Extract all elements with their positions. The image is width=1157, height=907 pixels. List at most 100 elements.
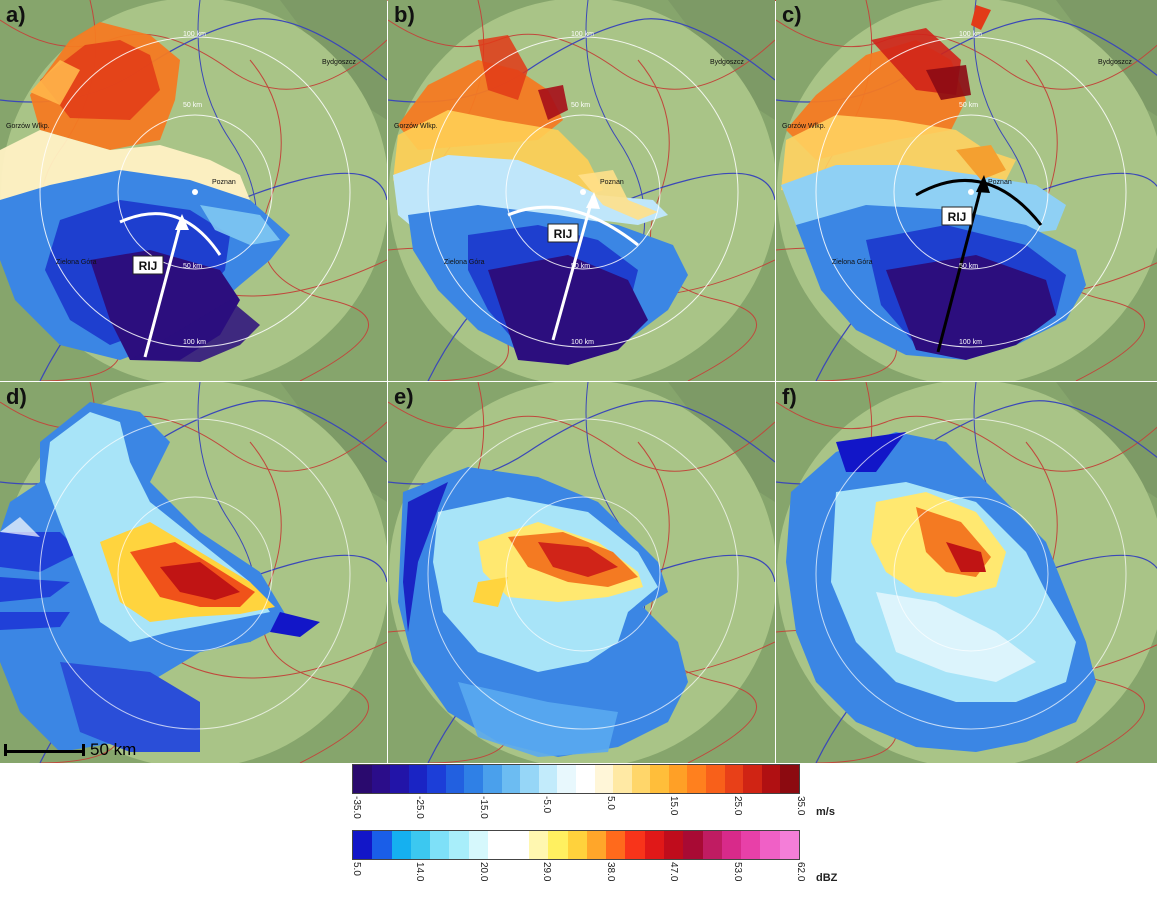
velocity-unit: m/s bbox=[816, 806, 835, 818]
panel-f-echo bbox=[786, 432, 1096, 752]
reflectivity-swatch bbox=[391, 831, 411, 859]
reflectivity-swatch bbox=[468, 831, 488, 859]
velocity-swatch bbox=[390, 765, 409, 793]
reflectivity-unit: dBZ bbox=[816, 872, 838, 884]
panel-e-label: e) bbox=[394, 384, 414, 409]
reflectivity-swatch bbox=[430, 831, 450, 859]
reflectivity-colorbar bbox=[352, 830, 800, 860]
panel-a-city-gorzow: Gorzów Wlkp. bbox=[6, 123, 50, 130]
reflectivity-tick-label: 47.0 bbox=[668, 862, 680, 882]
panel-b-rij-arrow: RIJ bbox=[507, 192, 639, 341]
panel-a-ring-50-bottom: 50 km bbox=[183, 263, 202, 270]
velocity-tick-label: -25.0 bbox=[414, 796, 426, 819]
panel-c-ring-50-bottom: 50 km bbox=[959, 263, 978, 270]
reflectivity-tick-label: 20.0 bbox=[477, 862, 489, 882]
panel-a-map: RIJ Bydgoszcz Gorzów Wlkp. Poznan Zielon… bbox=[0, 0, 387, 381]
panel-a-ring-100-top: 100 km bbox=[183, 31, 206, 38]
velocity-swatch bbox=[705, 765, 725, 793]
radar-panel-grid: RIJ Bydgoszcz Gorzów Wlkp. Poznan Zielon… bbox=[0, 0, 1157, 763]
panel-e-echo bbox=[398, 467, 688, 757]
panel-c-city-zielona: Zielona Góra bbox=[832, 259, 873, 266]
panel-b-ring-50-top: 50 km bbox=[571, 102, 590, 109]
panel-c-ring-100-bottom: 100 km bbox=[959, 339, 982, 346]
velocity-swatch bbox=[761, 765, 781, 793]
panel-b-city-bydgoszcz: Bydgoszcz bbox=[710, 59, 744, 66]
reflectivity-swatch bbox=[509, 831, 530, 859]
velocity-swatch bbox=[427, 765, 446, 793]
scale-bar-right-tick bbox=[82, 744, 85, 756]
velocity-swatch bbox=[371, 765, 391, 793]
panel-c-map: RIJ Bydgoszcz Gorzów Wlkp. Poznan Zielon… bbox=[776, 0, 1157, 381]
panel-d-map bbox=[0, 382, 387, 763]
velocity-swatch bbox=[538, 765, 558, 793]
panel-a-city-bydgoszcz: Bydgoszcz bbox=[322, 59, 356, 66]
reflectivity-tick-label: 5.0 bbox=[351, 862, 362, 876]
velocity-swatch bbox=[557, 765, 576, 793]
reflectivity-swatch bbox=[567, 831, 587, 859]
panel-c-city-gorzow: Gorzów Wlkp. bbox=[782, 123, 826, 130]
panel-b-ring-50-bottom: 50 km bbox=[571, 263, 590, 270]
scale-bar-line bbox=[4, 750, 84, 753]
reflectivity-swatch bbox=[372, 831, 392, 859]
velocity-swatch bbox=[594, 765, 614, 793]
panel-a-ring-50-top: 50 km bbox=[183, 102, 202, 109]
velocity-tick-label: 5.0 bbox=[604, 796, 616, 810]
panel-a-city-zielona: Zielona Góra bbox=[56, 259, 97, 266]
panel-c-label: c) bbox=[782, 2, 802, 27]
reflectivity-swatch bbox=[644, 831, 664, 859]
reflectivity-swatch bbox=[663, 831, 684, 859]
reflectivity-tick-label: 14.0 bbox=[414, 862, 426, 882]
velocity-swatch bbox=[483, 765, 502, 793]
velocity-swatch bbox=[613, 765, 632, 793]
reflectivity-swatch bbox=[449, 831, 469, 859]
reflectivity-swatch bbox=[586, 831, 607, 859]
reflectivity-tick-label: 38.0 bbox=[604, 862, 616, 882]
panel-f-map bbox=[776, 382, 1157, 763]
velocity-tick-label: 35.0 bbox=[795, 796, 806, 816]
reflectivity-swatch bbox=[760, 831, 780, 859]
velocity-tick-label: 25.0 bbox=[731, 796, 743, 816]
scale-bar-label: 50 km bbox=[90, 740, 137, 759]
reflectivity-swatch bbox=[410, 831, 431, 859]
panel-a: RIJ Bydgoszcz Gorzów Wlkp. Poznan Zielon… bbox=[0, 0, 387, 381]
reflectivity-ticks: 5.0 14.0 20.0 29.0 38.0 47.0 53.0 62.0 bbox=[351, 862, 806, 902]
panel-b-ring-100-top: 100 km bbox=[571, 31, 594, 38]
panel-b-city-gorzow: Gorzów Wlkp. bbox=[394, 123, 438, 130]
reflectivity-swatch bbox=[548, 831, 568, 859]
reflectivity-swatch bbox=[353, 831, 373, 859]
panel-d: d) bbox=[0, 382, 387, 763]
reflectivity-tick-label: 29.0 bbox=[541, 862, 553, 882]
reflectivity-tick-label: 53.0 bbox=[731, 862, 743, 882]
velocity-swatch bbox=[445, 765, 465, 793]
panel-f: f) bbox=[776, 382, 1157, 763]
velocity-swatch bbox=[724, 765, 744, 793]
velocity-tick-label: -15.0 bbox=[477, 796, 489, 819]
panel-c-ring-100-top: 100 km bbox=[959, 31, 982, 38]
velocity-swatch bbox=[464, 765, 484, 793]
velocity-swatch bbox=[687, 765, 706, 793]
panel-a-rij-label: RIJ bbox=[139, 259, 158, 273]
velocity-swatch bbox=[408, 765, 428, 793]
velocity-swatch bbox=[668, 765, 688, 793]
panel-b-city-poznan: Poznan bbox=[600, 179, 624, 186]
reflectivity-swatch bbox=[625, 831, 645, 859]
velocity-colorbar bbox=[352, 764, 800, 794]
reflectivity-swatch bbox=[741, 831, 761, 859]
panel-b-label: b) bbox=[394, 2, 415, 27]
panel-b-echo bbox=[393, 35, 688, 365]
panel-c: RIJ Bydgoszcz Gorzów Wlkp. Poznan Zielon… bbox=[776, 0, 1157, 381]
panel-b: RIJ Bydgoszcz Gorzów Wlkp. Poznan Zielon… bbox=[388, 0, 775, 381]
panel-b-rij-label: RIJ bbox=[554, 227, 573, 241]
legend: -35.0 -25.0 -15.0 -5.0 5.0 15.0 25.0 35.0 m/s 5… bbox=[351, 764, 837, 904]
panel-a-label: a) bbox=[6, 2, 26, 27]
panel-c-city-poznan: Poznan bbox=[988, 179, 1012, 186]
velocity-tick-label: -35.0 bbox=[351, 796, 362, 819]
panel-b-map: RIJ Bydgoszcz Gorzów Wlkp. Poznan Zielon… bbox=[388, 0, 775, 381]
reflectivity-tick-label: 62.0 bbox=[795, 862, 806, 882]
reflectivity-swatch bbox=[779, 831, 799, 859]
panel-b-city-zielona: Zielona Góra bbox=[444, 259, 485, 266]
panel-f-label: f) bbox=[782, 384, 797, 409]
panel-c-rij-arrow: RIJ bbox=[915, 175, 1043, 353]
panel-a-ring-100-bottom: 100 km bbox=[183, 339, 206, 346]
panel-b-ring-100-bottom: 100 km bbox=[571, 339, 594, 346]
